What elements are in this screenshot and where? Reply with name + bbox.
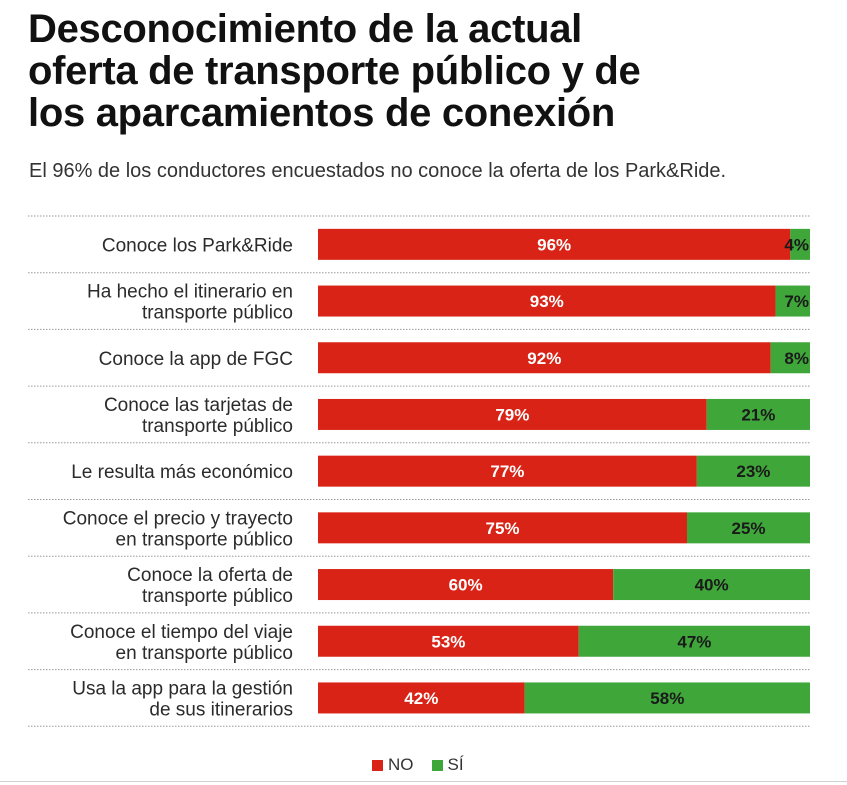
bar-no <box>318 228 791 260</box>
category-label-line: en transporte público <box>116 529 293 550</box>
category-label-line: transporte público <box>142 303 293 324</box>
category-label-line: Conoce la app de FGC <box>99 349 293 370</box>
title-line: los aparcamientos de conexión <box>28 91 616 135</box>
category-label-line: Ha hecho el itinerario en <box>87 282 293 303</box>
data-label-si: 40% <box>695 576 729 595</box>
category-label: Conoce los Park&Ride <box>102 235 293 256</box>
bar-si <box>613 569 810 601</box>
data-label-no: 92% <box>527 349 561 368</box>
category-label-line: en transporte público <box>116 643 293 664</box>
title-line: oferta de transporte público y de <box>28 49 641 93</box>
bar-si <box>790 228 810 260</box>
data-label-no: 53% <box>431 632 465 651</box>
data-label-si: 4% <box>784 235 809 254</box>
data-label-si: 8% <box>784 349 809 368</box>
category-label-line: Conoce los Park&Ride <box>102 235 293 256</box>
bar-no <box>318 682 525 714</box>
bar-no <box>318 455 697 487</box>
stacked-bar-chart: Conoce los Park&Ride 96% 4% Ha hecho el iti… <box>28 215 810 727</box>
bar-no <box>318 398 707 430</box>
bar-no <box>318 285 776 317</box>
data-label-no: 96% <box>537 235 571 254</box>
legend-swatch-si <box>431 759 443 771</box>
category-label-line: Conoce la oferta de <box>127 565 293 586</box>
category-label: Conoce la oferta de transporte público <box>127 565 293 607</box>
bar-si <box>770 342 810 374</box>
data-label-no: 60% <box>449 576 483 595</box>
title-line: Desconocimiento de la actual <box>28 7 582 51</box>
category-label-line: Conoce el tiempo del viaje <box>70 622 293 643</box>
category-label-line: Conoce las tarjetas de <box>104 395 293 416</box>
data-label-si: 25% <box>731 519 765 538</box>
data-label-no: 75% <box>485 519 519 538</box>
data-label-si: 47% <box>677 632 711 651</box>
bar-si <box>706 398 810 430</box>
data-label-si: 21% <box>741 405 775 424</box>
category-label: Ha hecho el itinerario en transporte públ… <box>87 282 293 324</box>
category-label: Conoce las tarjetas de transporte público <box>104 395 293 437</box>
data-label-si: 23% <box>736 462 770 481</box>
category-label: Conoce el precio y trayecto en transporte… <box>63 508 293 550</box>
bar-si <box>696 455 810 487</box>
chart-title: Desconocimiento de la actual oferta de t… <box>28 8 818 134</box>
data-label-no: 77% <box>490 462 524 481</box>
category-label-line: de sus itinerarios <box>149 699 293 720</box>
legend-label-si: SÍ <box>447 755 464 774</box>
bar-no <box>318 512 687 544</box>
bar-no <box>318 342 771 374</box>
data-label-no: 42% <box>404 689 438 708</box>
data-label-no: 93% <box>530 292 564 311</box>
category-label-line: Conoce el precio y trayecto <box>63 508 293 529</box>
legend-swatch-no <box>372 759 383 771</box>
bar-si <box>578 625 810 657</box>
legend-label-no: NO <box>388 755 414 774</box>
category-label-line: transporte público <box>142 586 293 607</box>
bar-si <box>687 512 810 544</box>
data-label-no: 79% <box>495 405 529 424</box>
category-label-line: Le resulta más económico <box>71 462 293 483</box>
legend: NO SÍ <box>372 755 476 775</box>
bar-si <box>775 285 810 317</box>
legend-item-si: SÍ <box>431 755 464 775</box>
category-label: Conoce la app de FGC <box>99 349 293 370</box>
bottom-divider <box>0 781 847 782</box>
legend-item-no: NO <box>372 755 414 775</box>
category-label-line: Usa la app para la gestión <box>72 678 293 699</box>
data-label-si: 58% <box>650 689 684 708</box>
bar-si <box>524 682 810 714</box>
bar-no <box>318 569 614 601</box>
data-label-si: 7% <box>784 292 809 311</box>
category-label: Usa la app para la gestión de sus itinera… <box>72 678 293 720</box>
category-label-line: transporte público <box>142 416 293 437</box>
bar-no <box>318 625 579 657</box>
chart-subtitle: El 96% de los conductores encuestados no… <box>29 160 727 182</box>
category-label: Le resulta más económico <box>71 462 293 483</box>
category-label: Conoce el tiempo del viaje en transporte … <box>70 622 293 664</box>
